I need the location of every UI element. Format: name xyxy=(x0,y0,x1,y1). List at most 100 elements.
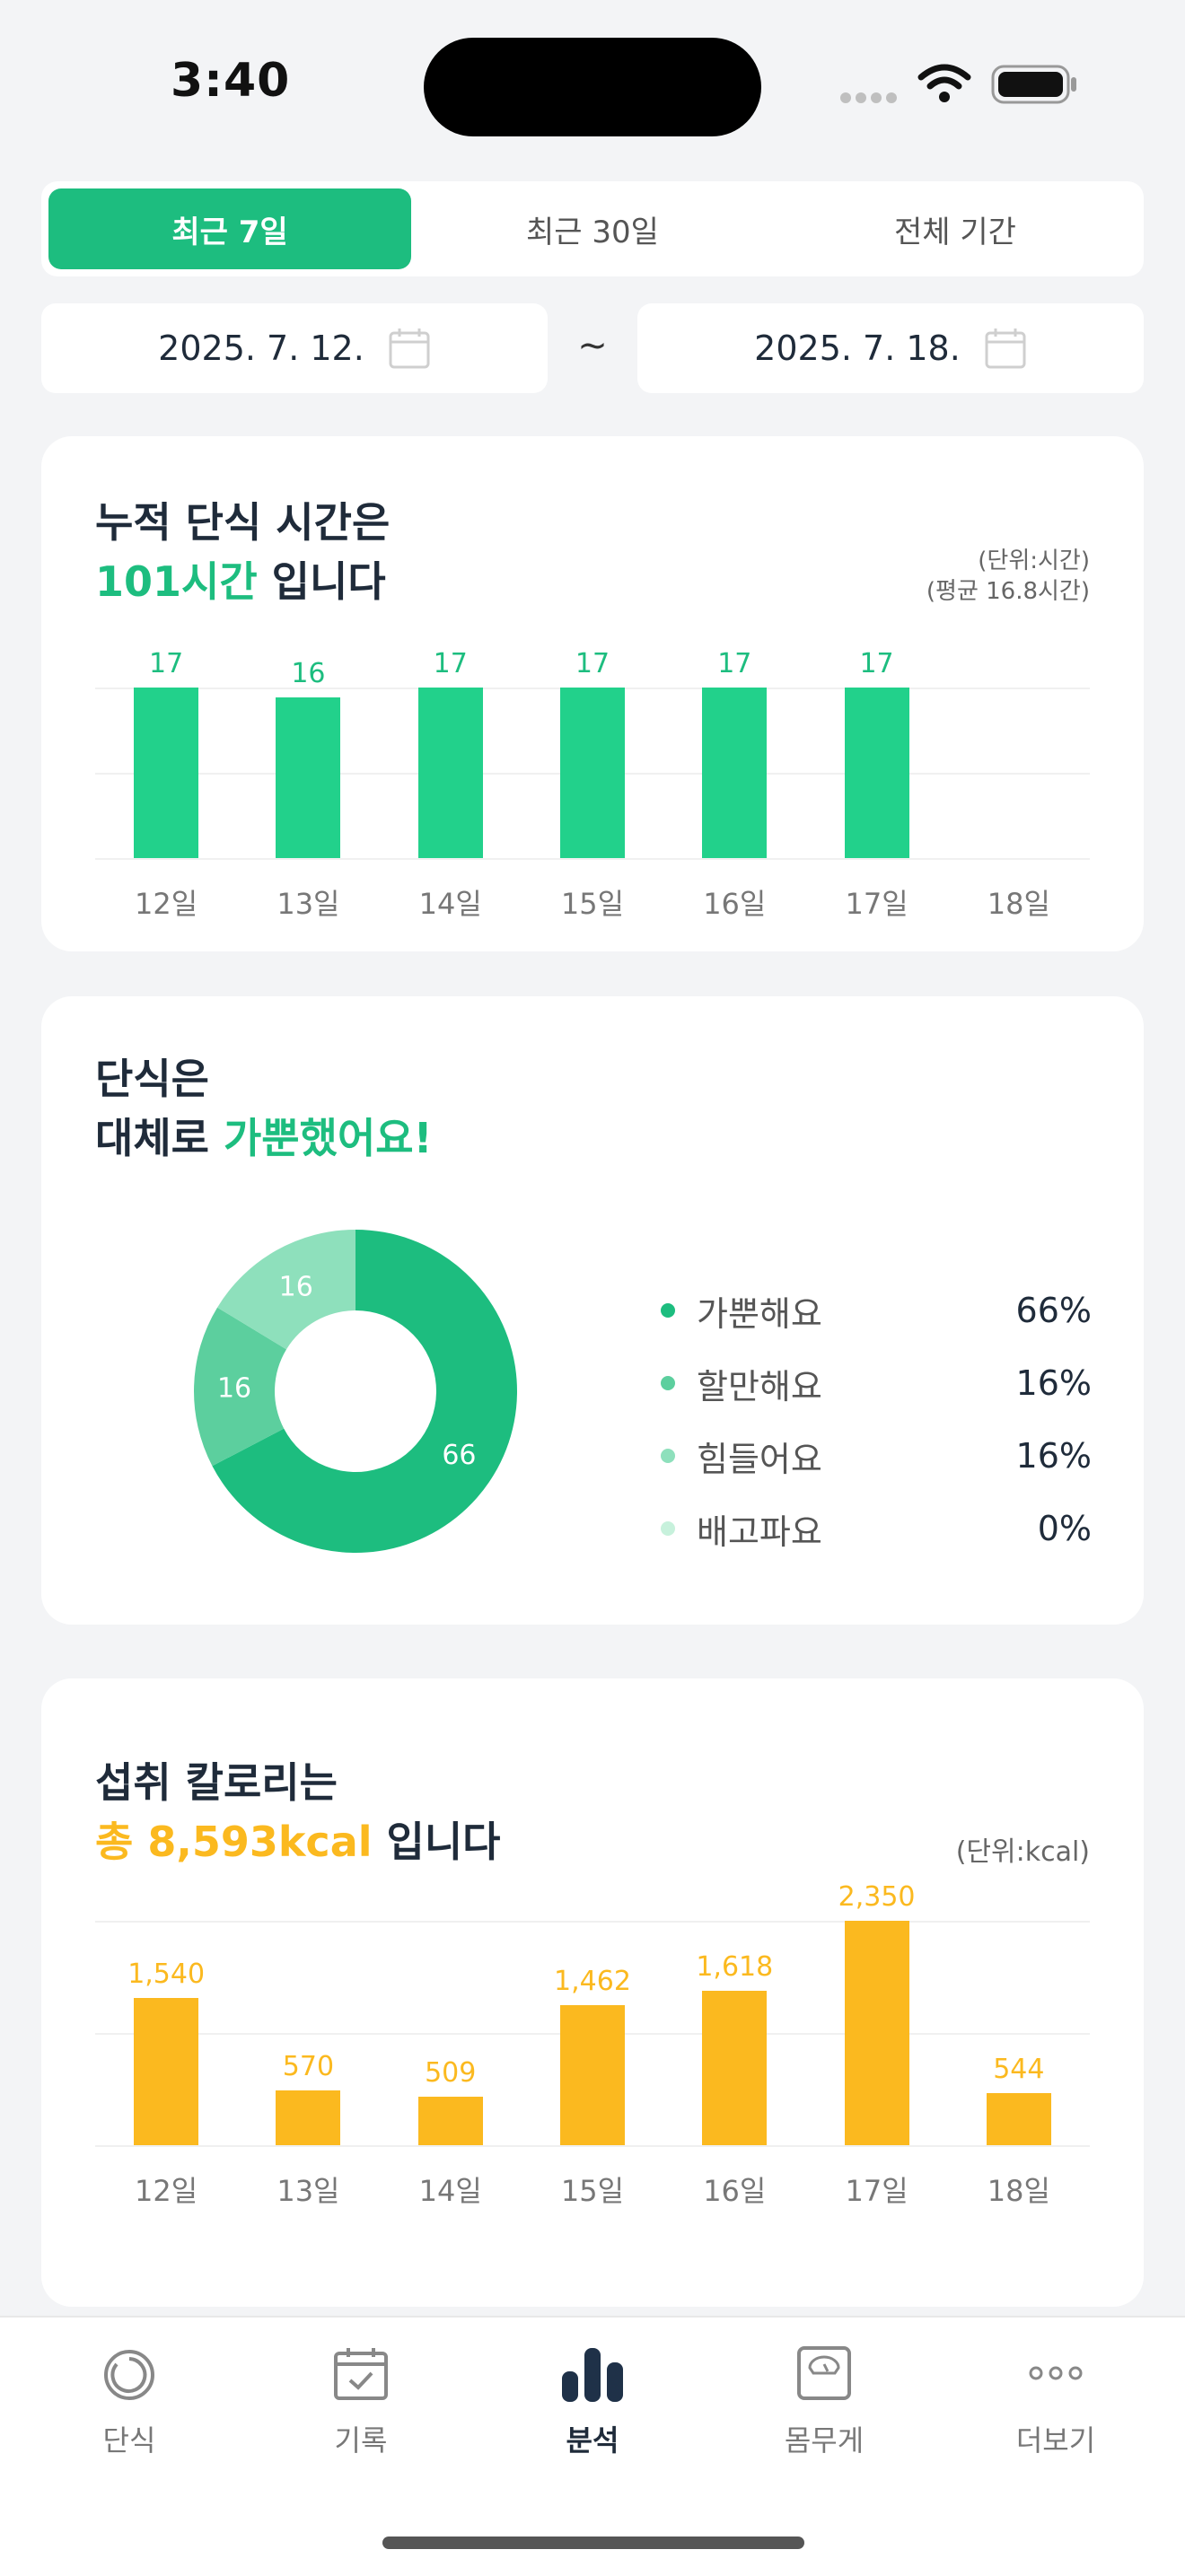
dynamic-island xyxy=(424,38,761,136)
calorie-card: 섭취 칼로리는 총 8,593kcal 입니다 (단위:kcal) 1,540 1… xyxy=(41,1678,1144,2307)
signal-icon xyxy=(840,90,901,107)
calendar-icon xyxy=(389,329,430,369)
tab-fasting-label: 단식 xyxy=(102,2423,156,2458)
fasting-unit: (단위:시간) xyxy=(978,548,1090,574)
legend-dot xyxy=(661,1376,675,1390)
tab-analysis[interactable]: 분석 xyxy=(503,2344,682,2459)
mood-highlight: 가뿐했어요! xyxy=(223,1114,433,1162)
date-separator: ~ xyxy=(577,325,608,366)
fasting-bar xyxy=(134,688,199,858)
calorie-day-label: 13일 xyxy=(276,2174,340,2208)
tab-weight[interactable]: 몸무게 xyxy=(734,2344,914,2459)
calorie-title-suffix: 입니다 xyxy=(372,1818,501,1866)
fasting-day-label: 18일 xyxy=(987,887,1050,921)
calorie-value-label: 1,540 xyxy=(127,1958,206,1991)
fasting-day-label: 13일 xyxy=(276,887,340,921)
fasting-average: (평균 16.8시간) xyxy=(926,578,1090,605)
mood-title-line2: 대체로 가뿐했어요! xyxy=(95,1106,433,1165)
calendar-icon xyxy=(985,329,1026,369)
donut-slice-label: 16 xyxy=(279,1271,313,1302)
scale-icon xyxy=(797,2346,851,2400)
calorie-bar xyxy=(560,2005,625,2145)
calorie-day-label: 16일 xyxy=(703,2174,767,2208)
fasting-value-label: 17 xyxy=(149,648,184,679)
calorie-bar xyxy=(844,1921,909,2145)
home-indicator xyxy=(382,2537,804,2549)
tab-fasting[interactable]: 단식 xyxy=(40,2344,219,2459)
calendar-check-icon xyxy=(334,2348,388,2400)
legend-item: 할만해요 16% xyxy=(661,1356,1092,1410)
fasting-day-label: 16일 xyxy=(703,887,767,921)
legend-label: 할만해요 xyxy=(697,1366,822,1406)
donut-slice xyxy=(212,1230,518,1553)
fasting-day-label: 17일 xyxy=(845,887,908,921)
fasting-value-label: 17 xyxy=(717,648,752,679)
fasting-title-line2: 101시간 입니다 xyxy=(95,549,386,609)
calorie-day-label: 12일 xyxy=(135,2174,198,2208)
period-segmented-control: 최근 7일 최근 30일 전체 기간 xyxy=(41,181,1144,276)
calorie-value-label: 570 xyxy=(282,2051,335,2083)
fasting-value-label: 17 xyxy=(859,648,894,679)
calorie-gridline xyxy=(95,2145,1090,2147)
tab-recent-7-days[interactable]: 최근 7일 xyxy=(48,188,411,269)
calorie-bar xyxy=(417,2096,483,2145)
fasting-title-suffix: 입니다 xyxy=(257,557,386,606)
end-date-field[interactable]: 2025. 7. 18. xyxy=(637,303,1144,393)
calorie-day-label: 17일 xyxy=(845,2174,908,2208)
fasting-total-hours: 101시간 xyxy=(95,557,258,606)
fasting-day-label: 14일 xyxy=(418,887,482,921)
legend-value: 66% xyxy=(1015,1291,1092,1330)
tab-recent-30-days[interactable]: 최근 30일 xyxy=(526,214,659,250)
legend-value: 0% xyxy=(1037,1509,1092,1548)
more-icon xyxy=(1029,2366,1083,2380)
mood-title-prefix: 대체로 xyxy=(95,1114,224,1162)
fasting-day-label: 12일 xyxy=(135,887,198,921)
fasting-bar xyxy=(417,688,483,858)
fasting-time-card: 누적 단식 시간은 101시간 입니다 (단위:시간) (평균 16.8시간) … xyxy=(41,436,1144,951)
legend-item: 힘들어요 16% xyxy=(661,1429,1092,1483)
legend-label: 배고파요 xyxy=(697,1511,822,1552)
fasting-gridline xyxy=(95,858,1090,860)
legend-value: 16% xyxy=(1015,1363,1092,1403)
legend-dot xyxy=(661,1303,675,1318)
fasting-bar xyxy=(276,697,341,858)
tab-records-label: 기록 xyxy=(334,2423,388,2458)
calorie-day-label: 14일 xyxy=(418,2174,482,2208)
fasting-bar xyxy=(702,688,768,858)
mood-donut-chart: 66 16 16 xyxy=(194,1230,518,1553)
tab-analysis-label: 분석 xyxy=(566,2423,619,2458)
calorie-unit: (단위:kcal) xyxy=(955,1836,1090,1868)
calorie-value-label: 509 xyxy=(425,2056,477,2089)
fasting-day-label: 15일 xyxy=(560,887,625,921)
legend-dot xyxy=(661,1521,675,1536)
fasting-value-label: 17 xyxy=(433,648,468,679)
bottom-tab-bar: 단식 기록 분석 몸무게 더보기 xyxy=(0,2316,1185,2576)
calorie-title-line1: 섭취 칼로리는 xyxy=(95,1758,338,1807)
calorie-bar xyxy=(986,2093,1051,2145)
calorie-value-label: 544 xyxy=(993,2054,1045,2086)
fasting-value-label: 17 xyxy=(575,648,610,679)
donut-slice xyxy=(194,1307,287,1467)
calorie-total: 총 8,593kcal xyxy=(95,1818,373,1866)
start-date-field[interactable]: 2025. 7. 12. xyxy=(41,303,548,393)
legend-item: 배고파요 0% xyxy=(661,1502,1092,1555)
calorie-value-label: 1,618 xyxy=(696,1950,774,1983)
battery-icon xyxy=(991,65,1076,104)
tab-weight-label: 몸무게 xyxy=(784,2423,865,2458)
legend-item: 가뿐해요 66% xyxy=(661,1284,1092,1337)
tab-more[interactable]: 더보기 xyxy=(966,2344,1146,2459)
status-time: 3:40 xyxy=(171,54,291,108)
legend-dot xyxy=(661,1449,675,1463)
mood-card: 단식은 대체로 가뿐했어요! 66 16 16 가뿐해요 66% 할만해요 16% 힘들어요… xyxy=(41,996,1144,1625)
calorie-title-line2: 총 8,593kcal 입니다 xyxy=(95,1809,501,1869)
tab-records[interactable]: 기록 xyxy=(271,2344,451,2459)
donut-slice-label: 66 xyxy=(442,1440,476,1471)
calorie-day-label: 15일 xyxy=(560,2174,625,2208)
legend-value: 16% xyxy=(1015,1436,1092,1476)
legend-label: 힘들어요 xyxy=(697,1439,822,1479)
fasting-value-label: 16 xyxy=(291,658,326,690)
tab-all-period[interactable]: 전체 기간 xyxy=(894,214,1016,250)
calorie-value-label: 2,350 xyxy=(838,1881,916,1913)
fasting-bar xyxy=(844,688,909,858)
legend-label: 가뿐해요 xyxy=(697,1293,822,1334)
